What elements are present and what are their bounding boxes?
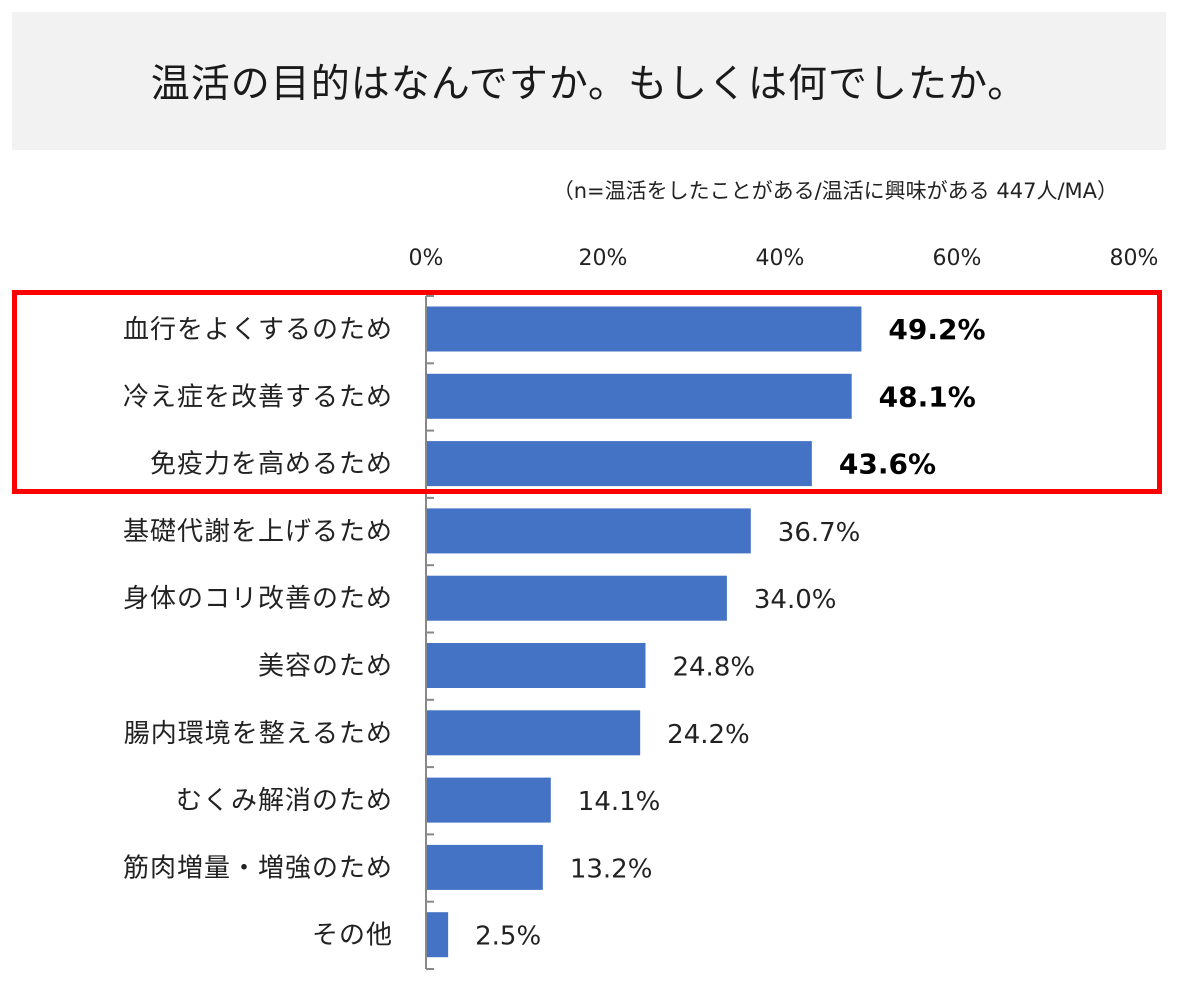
category-label: 血行をよくするのため [123, 315, 393, 345]
data-label: 43.6% [839, 448, 936, 481]
bar [427, 306, 862, 352]
data-label: 49.2% [888, 313, 985, 346]
chart-subtitle: （n=温活をしたことがある/温活に興味がある 447人/MA） [552, 179, 1118, 203]
data-label: 24.2% [667, 720, 750, 750]
category-label: 冷え症を改善するため [123, 382, 393, 412]
data-label: 34.0% [754, 585, 837, 615]
category-label: 身体のコリ改善のため [123, 584, 393, 614]
category-label: 筋肉増量・増強のため [123, 853, 393, 883]
data-label: 36.7% [778, 518, 861, 548]
data-label: 24.8% [672, 653, 755, 683]
x-tick-label: 20% [579, 246, 628, 271]
data-label: 2.5% [475, 922, 541, 952]
category-label: その他 [312, 921, 393, 951]
category-label: 基礎代謝を上げるため [123, 517, 393, 547]
category-label: むくみ解消のため [176, 786, 393, 816]
data-label: 13.2% [570, 854, 653, 884]
data-label: 14.1% [578, 787, 661, 817]
bar [427, 912, 449, 958]
bar [427, 844, 543, 890]
category-label: 腸内環境を整えるため [124, 719, 393, 749]
title-banner: 温活の目的はなんですか。もしくは何でしたか。 [12, 12, 1166, 150]
bar [427, 710, 641, 756]
x-tick-label: 60% [933, 246, 982, 271]
x-tick-label: 40% [756, 246, 805, 271]
x-tick-label: 80% [1110, 246, 1159, 271]
category-label: 美容のため [258, 652, 393, 682]
bar [427, 575, 727, 621]
data-label: 48.1% [879, 380, 976, 413]
category-label: 免疫力を高めるため [150, 450, 393, 480]
bar [427, 508, 751, 554]
bar [427, 777, 551, 823]
bar [427, 643, 646, 688]
bar [427, 373, 852, 419]
chart-title: 温活の目的はなんですか。もしくは何でしたか。 [150, 62, 1028, 107]
x-tick-label: 0% [409, 246, 444, 271]
bar [427, 441, 812, 487]
